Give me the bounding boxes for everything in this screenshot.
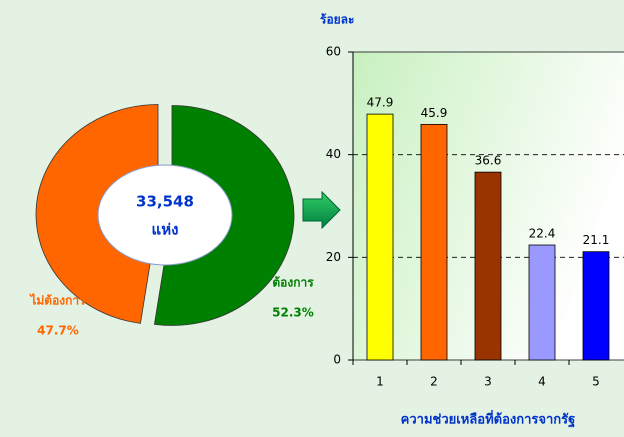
bar xyxy=(420,123,448,361)
bar xyxy=(528,244,556,361)
bar-value-label: 21.1 xyxy=(583,233,610,247)
slice-label: ต้องการ xyxy=(272,276,314,290)
x-axis-title: ความช่วยเหลือที่ต้องการจากรัฐ xyxy=(401,410,576,429)
x-tick-label: 5 xyxy=(592,375,600,389)
y-tick-label: 0 xyxy=(333,353,341,367)
arrow xyxy=(302,190,341,230)
bar-value-label: 22.4 xyxy=(529,227,556,241)
x-tick-label: 1 xyxy=(376,375,384,389)
bar xyxy=(366,113,394,361)
center-text: แห่ง xyxy=(152,221,179,239)
y-tick-label: 40 xyxy=(326,147,341,161)
y-tick-label: 20 xyxy=(326,250,341,264)
bar-value-label: 45.9 xyxy=(421,106,448,120)
y-axis-title: ร้อยละ xyxy=(320,13,354,27)
bar xyxy=(474,171,502,361)
pie-slice xyxy=(35,104,159,324)
center-ellipse xyxy=(97,164,233,266)
center-text: 33,548 xyxy=(136,193,194,211)
slice-label: ไม่ต้องการ xyxy=(28,293,86,308)
bar-value-label: 47.9 xyxy=(367,96,394,110)
x-tick-label: 4 xyxy=(538,375,546,389)
bar xyxy=(582,251,610,361)
y-tick-label: 60 xyxy=(326,45,341,59)
x-tick-label: 2 xyxy=(430,375,438,389)
bar-value-label: 36.6 xyxy=(475,154,502,168)
slice-value-label: 47.7% xyxy=(37,324,79,338)
slice-value-label: 52.3% xyxy=(272,306,314,320)
x-tick-label: 3 xyxy=(484,375,492,389)
